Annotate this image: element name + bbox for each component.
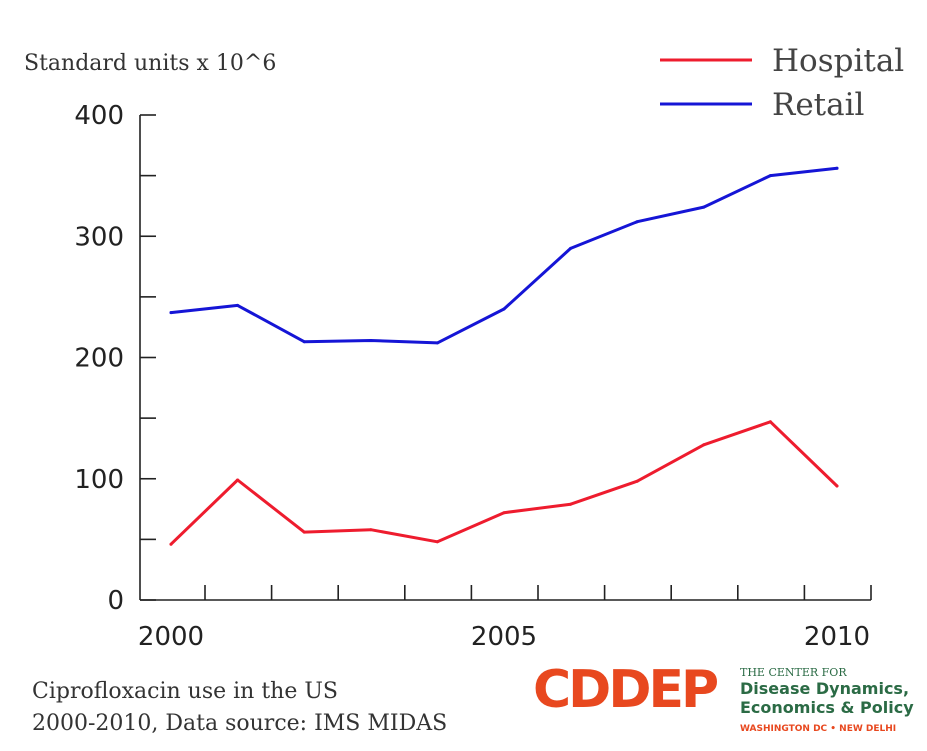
y-tick-label: 300 [74, 222, 124, 252]
logo-foot-text: WASHINGTON DC • NEW DELHI [740, 724, 897, 734]
data-point-hospital [702, 443, 706, 447]
data-point-hospital [569, 502, 573, 506]
x-tick-label: 2000 [138, 622, 204, 652]
caption-line-1: Ciprofloxacin use in the US [32, 679, 338, 704]
axes [139, 114, 872, 601]
legend-label-retail: Retail [772, 87, 864, 123]
data-point-hospital [502, 511, 506, 515]
data-point-hospital [236, 478, 240, 482]
data-point-retail [702, 205, 706, 209]
cddep-logo: CDDEP THE CENTER FOR Disease Dynamics, E… [533, 660, 915, 744]
y-tick-label: 400 [74, 101, 124, 131]
series-lines [169, 166, 839, 546]
y-tick-label: 100 [74, 465, 124, 495]
x-tick-label: 2010 [804, 622, 870, 652]
data-point-retail [236, 303, 240, 307]
logo-mark: CDDEP [533, 660, 719, 720]
data-point-hospital [169, 542, 173, 546]
caption-line-2: 2000-2010, Data source: IMS MIDAS [32, 711, 448, 736]
y-axis-units-label: Standard units x 10^6 [24, 51, 276, 76]
legend: Hospital Retail [660, 43, 904, 123]
data-point-retail [569, 246, 573, 250]
data-point-retail [435, 341, 439, 345]
data-point-hospital [835, 484, 839, 488]
tick-labels: 0 100 200 300 400 2000 2005 2010 [74, 101, 870, 652]
data-point-hospital [369, 528, 373, 532]
data-point-retail [302, 340, 306, 344]
data-point-retail [835, 166, 839, 170]
logo-small-text: THE CENTER FOR [740, 666, 847, 679]
logo-text: THE CENTER FOR Disease Dynamics, Economi… [740, 666, 915, 736]
y-tick-label: 200 [74, 344, 124, 374]
data-point-hospital [635, 479, 639, 483]
data-point-retail [768, 174, 772, 178]
data-point-retail [502, 307, 506, 311]
chart-caption: Ciprofloxacin use in the US 2000-2010, D… [32, 676, 447, 740]
y-tick-label: 0 [107, 586, 124, 616]
legend-label-hospital: Hospital [772, 43, 904, 79]
data-point-hospital [435, 540, 439, 544]
data-point-retail [635, 220, 639, 224]
x-tick-label: 2005 [471, 622, 537, 652]
data-point-retail [369, 339, 373, 342]
logo-main-text-2: Economics & Policy [740, 698, 914, 717]
series-line-hospital [169, 420, 839, 546]
data-point-hospital [768, 420, 772, 424]
logo-main-text-1: Disease Dynamics, [740, 679, 910, 698]
data-point-hospital [302, 530, 306, 534]
series-line-retail [169, 166, 839, 345]
data-point-retail [169, 311, 173, 315]
